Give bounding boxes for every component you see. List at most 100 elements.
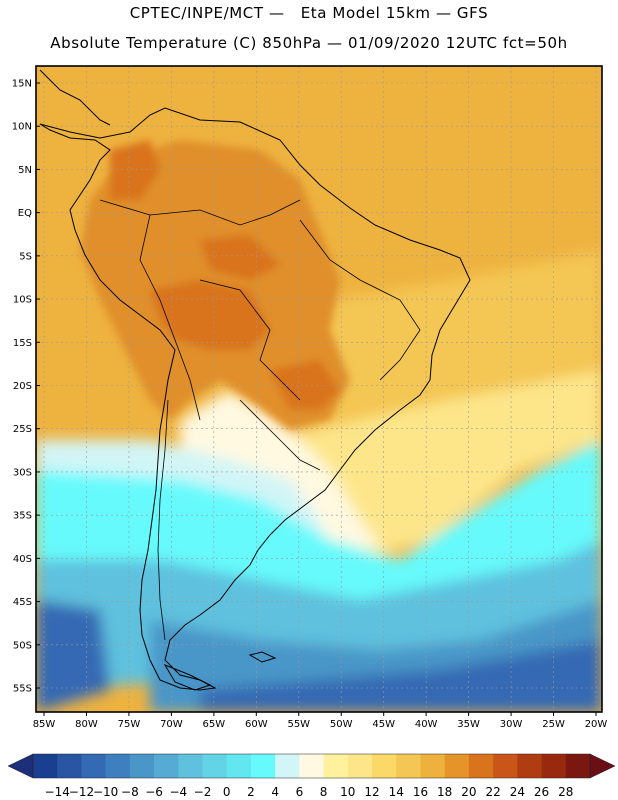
lon-label: 50W [330,719,353,730]
colorbar-label: 12 [364,785,379,799]
colorbar-swatch [250,754,276,778]
field-front-cream [180,390,380,555]
lon-label: 65W [203,719,226,730]
lon-label: 35W [457,719,480,730]
colorbar-swatch [154,754,179,778]
latitude-labels: 15N 10N 5N EQ 5S 10S 15S 20S 25S 30S 35S 40S 45S 50S 5… [12,79,40,695]
tierra-del-fuego [163,663,212,691]
colorbar-label: 4 [271,785,279,799]
colorbar-label: 2 [247,785,255,799]
colorbar-swatch [323,754,349,778]
colorbar-swatch [129,754,155,778]
country-borders [99,199,421,641]
colorbar-label: −4 [169,785,187,799]
south-america-outline [39,107,471,691]
lon-label: 60W [245,719,268,730]
lat-label: 30S [13,467,32,478]
colorbar-swatch [33,754,58,778]
central-america-outline [39,69,111,126]
colorbar-label: 10 [340,785,355,799]
colorbar-label: −6 [145,785,163,799]
falkland-islands [248,651,277,663]
lat-label: 55S [13,684,32,695]
lat-label: 40S [13,554,32,565]
lat-label: 5N [18,165,32,176]
colorbar-swatch [57,754,82,778]
colorbar-label: 28 [558,785,573,799]
border-andes [139,214,201,421]
colorbar-swatch [444,754,470,778]
lon-label: 20W [585,719,608,730]
colorbar-swatch [178,754,203,778]
colorbar-label: 14 [389,785,404,799]
map-frame [35,65,603,713]
colorbar-label: −8 [121,785,139,799]
lat-label: 45S [13,597,32,608]
colorbar-label: 22 [485,785,500,799]
lon-label: 85W [33,719,56,730]
colorbar: −14−12−10 −8 −6 −4 −2 0 2 4 6 8 10 12 14 16 18 20 22 24 26… [7,753,616,799]
colorbar-label: −2 [194,785,212,799]
colorbar-label: 18 [437,785,452,799]
chart-title-line1: CPTEC/INPE/MCT — Eta Model 15km — GFS [129,4,489,22]
field-hot-core-north [110,140,160,200]
colorbar-swatch [299,754,324,778]
lon-label: 40W [415,719,438,730]
colorbar-label: 26 [534,785,549,799]
lat-label: 25S [13,424,32,435]
lat-label: 50S [13,640,32,651]
colorbar-outline [32,753,591,779]
colorbar-swatch [347,754,373,778]
graticule [36,66,602,712]
coastline-layer [39,69,471,691]
field-hot-core-central [150,280,270,350]
lat-label: EQ [18,208,32,219]
field-subtropical-ocean [250,250,602,480]
colorbar-label: −12 [69,785,94,799]
colorbar-swatch [275,754,300,778]
field-cold-deep-southwest [36,600,110,712]
colorbar-swatch [396,754,421,778]
lon-label: 25W [542,719,565,730]
field-hot-core-south [270,360,340,410]
colorbar-swatch [202,754,228,778]
longitude-labels: 85W 80W 75W 70W 65W 60W 55W 50W 45W 40W 35W 30W 25W 2… [33,712,608,730]
colorbar-label: 8 [320,785,328,799]
field-hot-core-amazon [200,235,280,280]
border-brazil-west [199,279,301,401]
border-argentina-chile [157,399,169,641]
colorbar-swatch [105,754,131,778]
border-amazon [99,199,301,226]
colorbar-over-arrow [589,753,616,779]
lat-label: 10S [13,295,32,306]
colorbar-swatch [493,754,518,778]
colorbar-under-arrow [7,753,34,779]
lat-label: 10N [12,122,32,133]
colorbar-swatch [81,754,106,778]
colorbar-label: −10 [93,785,118,799]
border-south [239,399,321,471]
colorbar-label: 24 [510,785,525,799]
lat-label: 35S [13,511,32,522]
lat-label: 5S [19,251,32,262]
temperature-field [36,66,602,712]
colorbar-label: 0 [223,785,231,799]
field-pale-band [280,370,602,560]
field-cold-deep [200,640,602,712]
lon-label: 30W [500,719,523,730]
colorbar-swatch [468,754,494,778]
colorbar-swatch [565,754,591,778]
chart-title-line2: Absolute Temperature (C) 850hPa — 01/09/… [50,34,568,52]
colorbar-label: −14 [45,785,70,799]
lon-label: 80W [75,719,98,730]
lon-label: 55W [287,719,310,730]
colorbar-swatch [541,754,567,778]
lon-label: 45W [372,719,395,730]
lat-label: 15S [13,338,32,349]
border-brazil-states [299,219,421,381]
lon-label: 75W [118,719,141,730]
lat-label: 20S [13,381,32,392]
colorbar-label: 16 [413,785,428,799]
colorbar-label: 6 [296,785,304,799]
